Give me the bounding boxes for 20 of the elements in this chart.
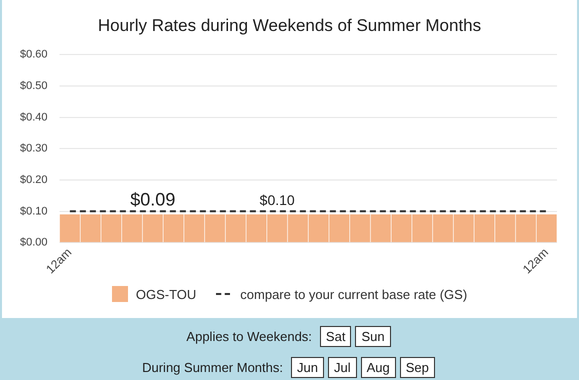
y-tick-label: $0.00 <box>20 236 48 249</box>
y-tick-label: $0.60 <box>20 48 48 61</box>
text: Sep <box>400 356 435 378</box>
text: Aug <box>360 356 396 378</box>
text: Applies to Weekends: <box>186 328 312 344</box>
y-tick-label: $0.30 <box>20 142 48 155</box>
text: During Summer Months: <box>142 360 283 374</box>
text: Jul <box>328 356 357 378</box>
legend-label: OGS-TOU <box>136 286 196 302</box>
y-tick-label: $0.50 <box>20 80 48 92</box>
text: Jun <box>291 356 324 378</box>
legend-label: compare to your current base rate (GS) <box>240 286 468 302</box>
y-tick-label: $0.10 <box>20 205 48 218</box>
y-tick-label: $0.40 <box>20 111 48 124</box>
y-tick-label: $0.20 <box>20 174 48 186</box>
data-label: $0.09 <box>130 189 176 210</box>
chart-title: Hourly Rates during Weekends of Summer Months <box>96 16 482 36</box>
text: Sat <box>320 326 352 346</box>
text: Sun <box>355 326 391 346</box>
data-label: $0.10 <box>260 192 295 208</box>
